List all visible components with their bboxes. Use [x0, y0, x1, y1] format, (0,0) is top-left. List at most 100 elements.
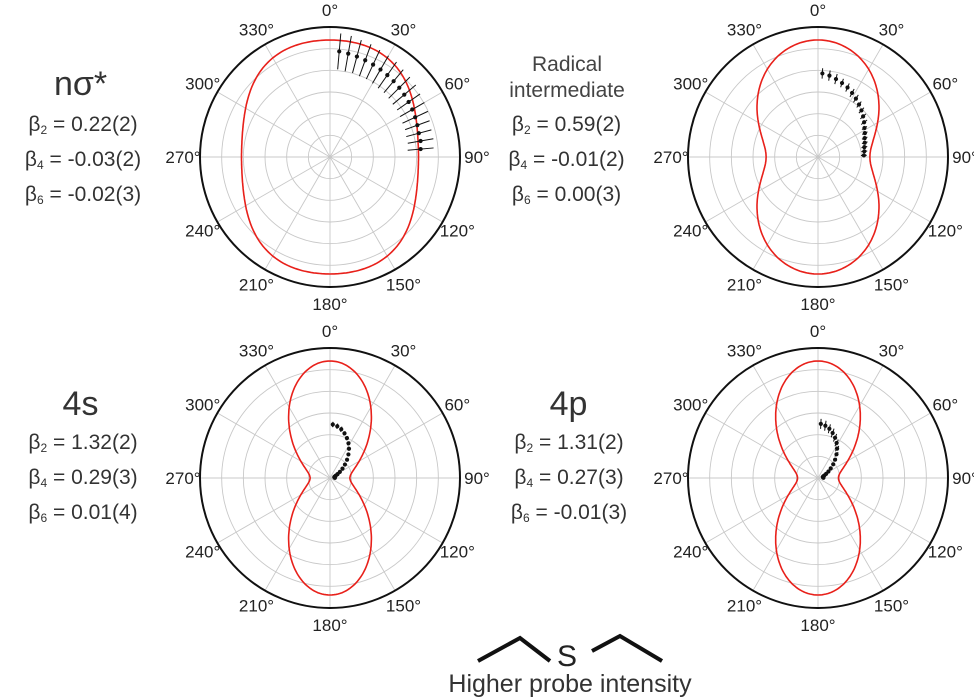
angle-tick-label: 270°: [165, 469, 200, 488]
angle-tick-label: 330°: [239, 342, 274, 361]
angle-tick-label: 0°: [810, 1, 826, 20]
panel-betas-radical: β2 = 0.59(2) β4 = -0.01(2) β6 = 0.00(3): [494, 110, 639, 215]
angle-tick-label: 150°: [874, 596, 909, 615]
grid-spoke: [752, 44, 819, 158]
angle-tick-label: 60°: [444, 75, 470, 94]
beta4-n-sigma: β4 = -0.03(2): [24, 148, 142, 172]
polar-chart-0: 0° 30° 60° 90° 120° 150° 180° 210° 240° 270° 300° 3…: [165, 1, 489, 314]
molecule-left-bonds: [477, 635, 552, 663]
data-point: [335, 424, 340, 429]
data-point: [332, 475, 338, 480]
data-point: [831, 462, 836, 467]
polar-chart-3: 0° 30° 60° 90° 120° 150° 180° 210° 240° 270° 300° 3…: [653, 322, 974, 635]
angle-tick-label: 0°: [322, 322, 338, 341]
grid-spoke: [705, 477, 819, 544]
angle-tick-label: 240°: [673, 543, 708, 562]
data-point: [839, 80, 845, 86]
grid-spoke: [752, 365, 819, 479]
data-point: [861, 114, 866, 119]
grid-spoke: [329, 477, 396, 591]
data-point: [832, 457, 838, 462]
angle-tick-label: 210°: [239, 275, 274, 294]
angle-tick-label: 90°: [952, 469, 974, 488]
footer-caption: Higher probe intensity: [448, 670, 692, 698]
grid-spoke: [817, 91, 931, 158]
grid-spoke: [264, 156, 331, 270]
data-point: [346, 452, 351, 457]
angle-tick-label: 0°: [810, 322, 826, 341]
grid-spoke: [329, 91, 443, 158]
data-point: [410, 107, 415, 112]
beta2-4s: β2 = 1.32(2): [28, 431, 138, 455]
angle-tick-label: 300°: [185, 396, 220, 415]
grid-spoke: [817, 156, 884, 270]
data-point: [861, 153, 866, 158]
data-point: [823, 423, 828, 428]
data-point: [827, 426, 832, 431]
angle-tick-label: 240°: [673, 222, 708, 241]
angle-tick-label: 240°: [185, 543, 220, 562]
data-point: [346, 441, 351, 446]
grid-spoke: [817, 477, 884, 591]
polar-chart-2: 0° 30° 60° 90° 120° 150° 180° 210° 240° 270° 300° 3…: [165, 322, 489, 635]
angle-tick-label: 30°: [879, 21, 905, 40]
outer-circle: [199, 347, 461, 609]
grid-spoke: [817, 477, 931, 544]
data-point: [830, 430, 835, 436]
angle-tick-label: 180°: [800, 295, 835, 314]
data-point: [406, 99, 411, 105]
grid-spoke: [264, 365, 331, 479]
angle-tick-label: 30°: [879, 342, 905, 361]
panel-title-4p: 4p: [549, 385, 588, 423]
data-point: [418, 146, 423, 152]
angle-tick-label: 120°: [440, 543, 475, 562]
grid-spoke: [329, 156, 396, 270]
data-point: [820, 71, 825, 76]
data-point: [346, 51, 351, 56]
angle-tick-label: 210°: [239, 596, 274, 615]
data-point: [370, 62, 376, 67]
panel-betas-4p: β2 = 1.31(2) β4 = 0.27(3) β6 = -0.01(3): [494, 428, 644, 533]
angle-tick-label: 150°: [874, 275, 909, 294]
data-point: [337, 49, 342, 54]
data-point: [385, 73, 390, 78]
grid-spoke: [817, 412, 931, 479]
angle-tick-label: 60°: [444, 396, 470, 415]
angle-tick-label: 30°: [391, 21, 417, 40]
data-point: [834, 446, 840, 451]
grid-spoke: [329, 156, 443, 223]
data-point: [342, 431, 347, 436]
angle-tick-label: 180°: [312, 295, 347, 314]
data-point: [862, 120, 867, 125]
fit-curve: [287, 360, 373, 596]
panel-title-4s: 4s: [62, 385, 99, 423]
fit-curve: [756, 39, 880, 275]
angle-tick-label: 330°: [239, 21, 274, 40]
grid-spoke: [217, 156, 331, 223]
grid-spoke: [705, 156, 819, 223]
angle-tick-label: 270°: [653, 148, 688, 167]
data-point: [821, 475, 826, 480]
angle-tick-label: 90°: [464, 469, 490, 488]
data-point: [418, 138, 423, 144]
angle-tick-label: 150°: [386, 596, 421, 615]
grid-spoke: [817, 156, 931, 223]
angle-tick-label: 330°: [727, 21, 762, 40]
outer-circle: [199, 26, 461, 288]
data-point: [834, 440, 839, 446]
grid-spoke: [705, 412, 819, 479]
panel-title-n-sigma: nσ*: [53, 65, 108, 103]
angle-tick-label: 270°: [653, 469, 688, 488]
outer-circle: [687, 26, 949, 288]
grid-spoke: [705, 91, 819, 158]
data-point: [828, 466, 833, 471]
data-point: [833, 76, 839, 82]
data-point: [416, 131, 421, 136]
beta2-n-sigma: β2 = 0.22(2): [28, 113, 138, 137]
data-point: [853, 96, 859, 101]
grid-spoke: [752, 156, 819, 270]
data-point: [832, 435, 838, 440]
beta4-4s: β4 = 0.29(3): [28, 466, 138, 490]
angle-tick-label: 60°: [932, 75, 958, 94]
